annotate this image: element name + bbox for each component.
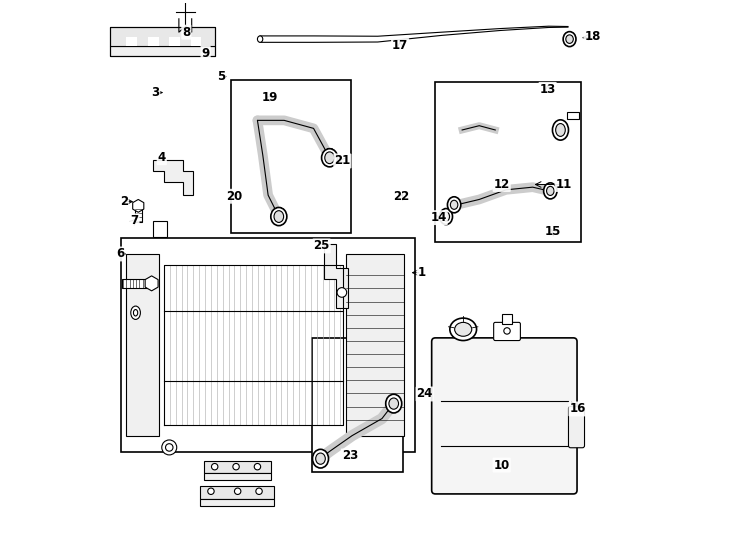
Ellipse shape (274, 211, 283, 222)
Bar (435, 82, 581, 242)
Bar (148, 37, 159, 46)
Text: 13: 13 (539, 83, 556, 96)
Text: 3: 3 (151, 86, 159, 99)
Text: 12: 12 (493, 178, 510, 191)
Circle shape (254, 463, 261, 470)
Ellipse shape (313, 449, 329, 468)
Ellipse shape (324, 152, 335, 164)
Text: 15: 15 (545, 225, 562, 238)
Text: 11: 11 (556, 178, 572, 191)
Text: 20: 20 (226, 190, 242, 202)
FancyBboxPatch shape (432, 338, 577, 494)
Bar (170, 37, 180, 46)
Text: 2: 2 (120, 195, 128, 208)
Bar (153, 221, 167, 238)
Bar (126, 254, 159, 436)
Ellipse shape (544, 183, 557, 199)
Bar (501, 314, 512, 324)
FancyBboxPatch shape (494, 322, 520, 341)
Text: 1: 1 (418, 266, 426, 279)
Bar (346, 254, 404, 436)
Ellipse shape (134, 309, 138, 316)
Circle shape (211, 463, 218, 470)
Circle shape (161, 440, 177, 455)
Ellipse shape (556, 124, 565, 137)
Ellipse shape (258, 36, 263, 42)
Text: 24: 24 (416, 388, 433, 401)
Text: 25: 25 (313, 239, 330, 252)
Bar (200, 486, 274, 499)
Polygon shape (145, 276, 158, 291)
Text: 17: 17 (392, 39, 408, 52)
Ellipse shape (316, 453, 325, 464)
Text: 7: 7 (131, 214, 139, 227)
Polygon shape (133, 199, 144, 212)
Bar (204, 461, 271, 473)
Polygon shape (153, 160, 193, 195)
Text: 19: 19 (261, 91, 278, 104)
Text: 21: 21 (334, 154, 351, 167)
Text: 14: 14 (430, 211, 447, 224)
Text: 4: 4 (158, 151, 166, 164)
Bar (204, 473, 271, 480)
Ellipse shape (131, 306, 140, 320)
Circle shape (165, 444, 173, 451)
Bar (121, 238, 415, 452)
Bar (110, 46, 214, 56)
Ellipse shape (321, 148, 338, 167)
Text: 9: 9 (201, 46, 210, 59)
Circle shape (256, 488, 262, 495)
Ellipse shape (547, 186, 554, 195)
Bar (230, 80, 351, 233)
Ellipse shape (563, 32, 576, 46)
Ellipse shape (440, 208, 453, 225)
Bar (191, 37, 201, 46)
Ellipse shape (443, 212, 449, 221)
Ellipse shape (385, 394, 401, 413)
Ellipse shape (451, 200, 458, 210)
Bar (567, 112, 578, 119)
Polygon shape (324, 244, 348, 308)
FancyBboxPatch shape (569, 406, 584, 448)
Text: 22: 22 (393, 190, 410, 202)
Bar (313, 339, 404, 472)
Circle shape (208, 488, 214, 495)
Ellipse shape (450, 318, 476, 341)
Text: 10: 10 (493, 458, 510, 471)
Ellipse shape (271, 207, 287, 226)
Bar (110, 27, 214, 46)
Text: 16: 16 (570, 402, 586, 415)
Bar (123, 279, 152, 288)
Ellipse shape (389, 398, 399, 409)
Ellipse shape (566, 35, 573, 43)
Text: 6: 6 (116, 247, 124, 260)
Bar (200, 499, 274, 506)
Circle shape (233, 463, 239, 470)
Ellipse shape (454, 322, 472, 336)
Bar (126, 37, 137, 46)
Text: 18: 18 (584, 30, 600, 44)
Ellipse shape (553, 120, 569, 140)
Circle shape (504, 328, 510, 334)
Text: 5: 5 (217, 70, 226, 83)
Circle shape (337, 288, 346, 297)
Text: 8: 8 (182, 26, 191, 39)
Bar (110, 27, 214, 56)
Text: 23: 23 (342, 449, 358, 462)
Circle shape (234, 488, 241, 495)
Ellipse shape (448, 197, 461, 213)
Bar (134, 206, 142, 222)
